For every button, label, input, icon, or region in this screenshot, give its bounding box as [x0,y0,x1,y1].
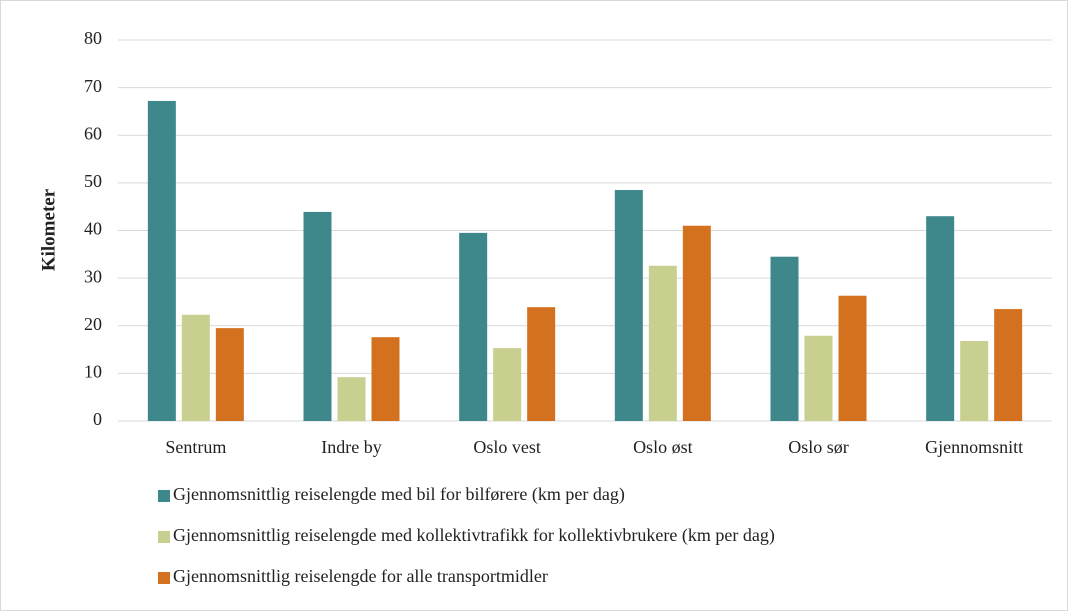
bar [215,328,244,421]
x-tick-label: Oslo øst [633,437,693,457]
y-tick-label: 10 [84,362,102,382]
bar [181,314,210,421]
bar [682,225,711,421]
bar [770,256,799,421]
bar [804,335,833,421]
legend-label: Gjennomsnittlig reiselengde for alle tra… [173,566,548,586]
bar [838,295,867,421]
bar [303,211,332,421]
bar [960,340,989,421]
legend-label: Gjennomsnittlig reiselengde med bil for … [173,484,625,505]
legend-swatch [158,572,170,584]
bar [147,100,176,422]
x-tick-label: Gjennomsnitt [925,437,1023,457]
bar [614,190,643,421]
bar [337,377,366,421]
bar [493,348,522,421]
bar [926,216,955,421]
y-tick-label: 70 [84,76,102,96]
bar [994,309,1023,421]
x-tick-label: Indre by [321,437,381,457]
bar [648,265,677,421]
x-tick-label: Sentrum [165,437,226,457]
y-tick-label: 60 [84,123,102,143]
y-tick-label: 30 [84,266,102,286]
bar [527,307,556,421]
y-axis-label: Kilometer [38,188,59,271]
bar [371,337,400,421]
legend-swatch [158,490,170,502]
y-tick-label: 80 [84,28,102,48]
legend-label: Gjennomsnittlig reiselengde med kollekti… [173,525,775,546]
x-tick-label: Oslo vest [473,437,541,457]
bar [459,232,488,421]
y-tick-label: 40 [84,219,102,239]
legend-swatch [158,531,170,543]
y-tick-label: 50 [84,171,102,191]
x-tick-label: Oslo sør [788,437,849,457]
y-tick-label: 20 [84,314,102,334]
y-tick-label: 0 [93,409,102,429]
